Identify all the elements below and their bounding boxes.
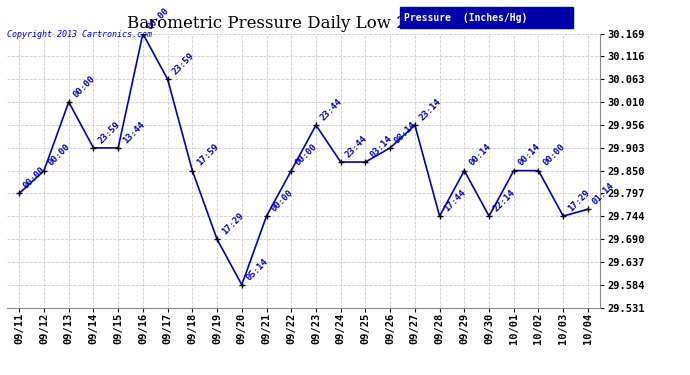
Text: 00:00: 00:00 [47, 142, 72, 168]
Text: 23:59: 23:59 [96, 120, 121, 145]
Text: 22:14: 22:14 [492, 188, 518, 213]
Text: 00:14: 00:14 [517, 142, 542, 168]
Text: Copyright 2013 Cartronics.com: Copyright 2013 Cartronics.com [7, 30, 152, 39]
Text: 00:00: 00:00 [269, 188, 295, 213]
Text: 17:29: 17:29 [566, 188, 591, 213]
Text: 17:29: 17:29 [220, 211, 245, 237]
Text: 00:00: 00:00 [72, 74, 97, 99]
Text: 00:14: 00:14 [467, 142, 493, 168]
Text: 05:14: 05:14 [244, 256, 270, 282]
Text: 23:44: 23:44 [319, 97, 344, 122]
Text: 23:14: 23:14 [417, 97, 443, 122]
Text: Barometric Pressure Daily Low 20131005: Barometric Pressure Daily Low 20131005 [126, 15, 481, 32]
Text: 23:44: 23:44 [344, 134, 369, 159]
Text: Pressure  (Inches/Hg): Pressure (Inches/Hg) [404, 13, 527, 23]
Text: 17:59: 17:59 [195, 142, 221, 168]
Text: 01:14: 01:14 [591, 181, 616, 207]
Text: 00:00: 00:00 [146, 6, 171, 31]
Text: 00:00: 00:00 [22, 165, 48, 190]
Text: 03:14: 03:14 [368, 134, 393, 159]
Text: 23:59: 23:59 [170, 51, 196, 76]
Text: 08:14: 08:14 [393, 120, 418, 145]
Text: 13:44: 13:44 [121, 120, 146, 145]
Text: 00:00: 00:00 [294, 142, 319, 168]
Text: 00:00: 00:00 [541, 142, 566, 168]
Text: 17:44: 17:44 [442, 188, 468, 213]
